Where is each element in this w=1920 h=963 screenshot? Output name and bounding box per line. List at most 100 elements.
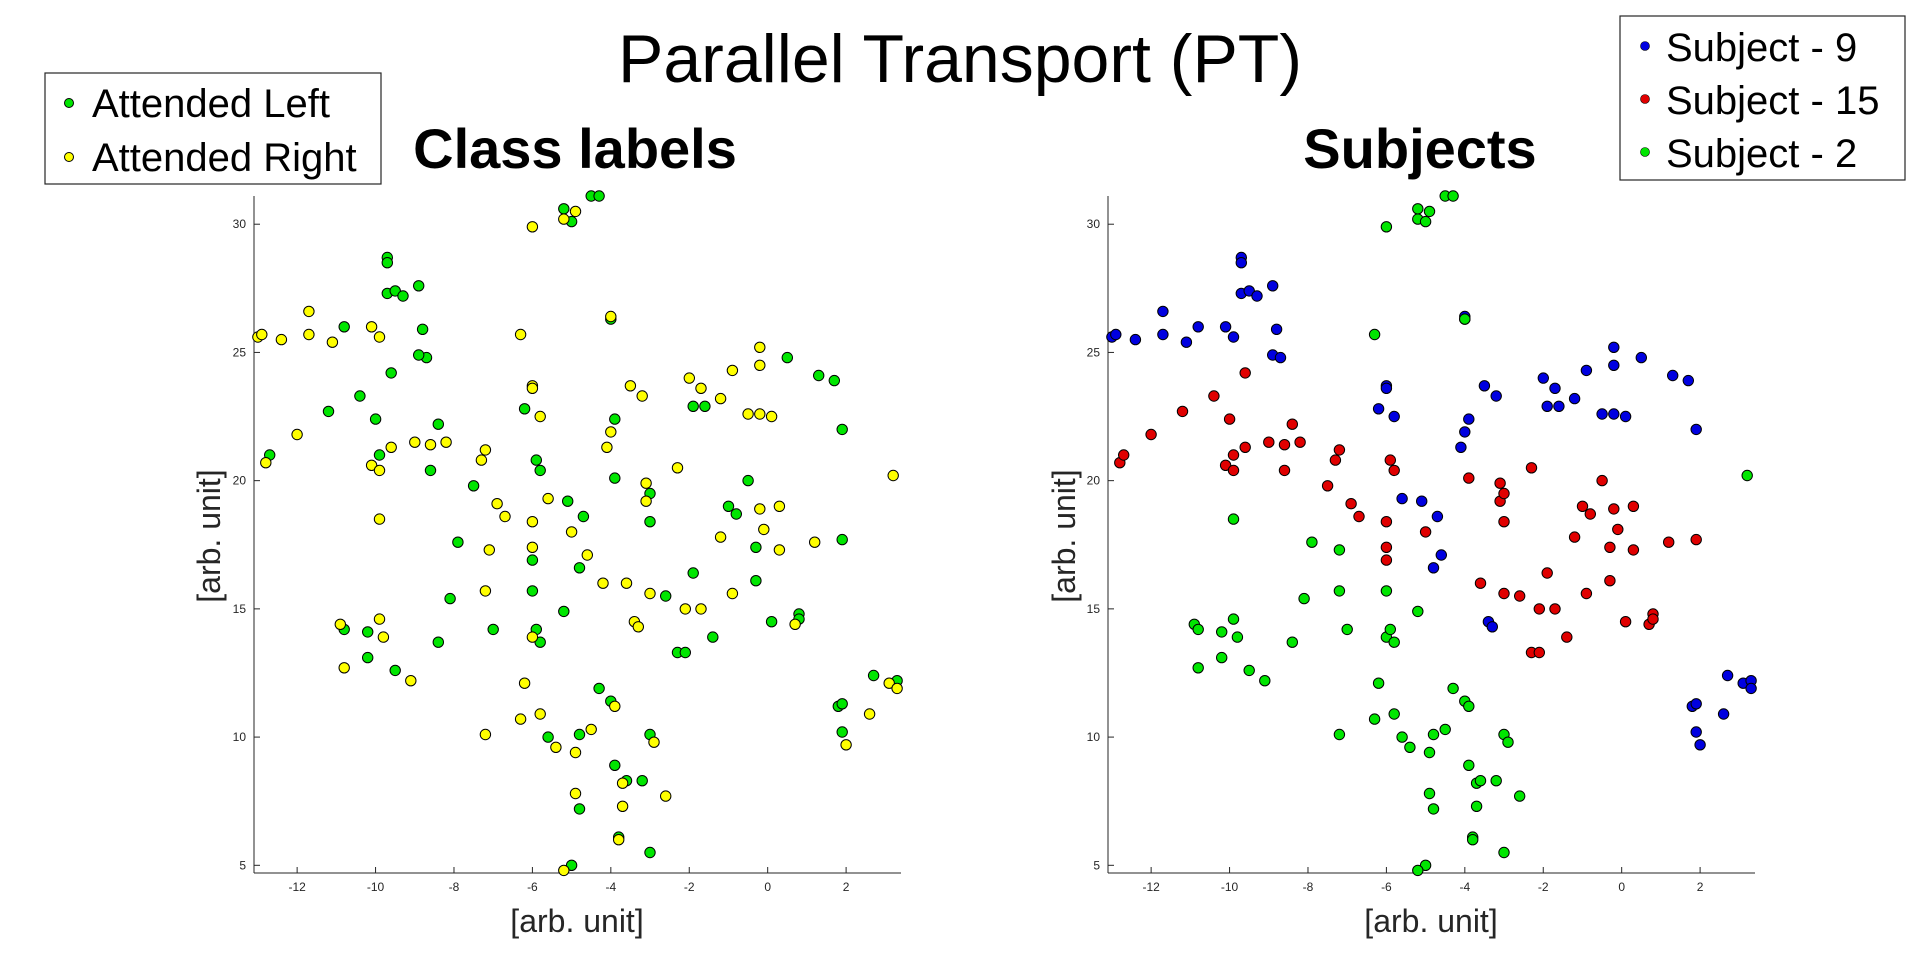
subjects-ytick-label: 30	[1087, 217, 1101, 231]
class-labels-point-attended-left	[338, 321, 350, 333]
subjects-point-subject-9	[1459, 426, 1471, 438]
class-labels-point-attended-right	[754, 359, 766, 371]
subjects-point-subject-9	[1243, 285, 1255, 297]
class-labels-point-attended-right	[883, 677, 895, 689]
subjects-xtick-label: 2	[1697, 880, 1704, 894]
subjects-point-subject-9	[1427, 562, 1440, 574]
subjects-plot-area	[1108, 196, 1755, 873]
class-labels-point-attended-left	[836, 533, 848, 546]
subjects-point-subject-15	[1278, 464, 1291, 477]
subjects-point-subject-2	[1419, 859, 1432, 871]
subjects-point-subject-9	[1157, 305, 1169, 318]
class-labels-point-attended-right	[291, 428, 303, 441]
subjects-point-subject-2	[1286, 636, 1299, 648]
class-labels-point-attended-right	[616, 800, 629, 812]
legend-item-attended-right: Attended Right	[64, 136, 357, 180]
subjects-point-subject-9	[1619, 410, 1632, 423]
class-labels-ylabel: [arb. unit]	[191, 469, 227, 602]
class-labels-point-attended-right	[483, 544, 495, 556]
subjects-xtick-label: -8	[1303, 880, 1314, 894]
class-labels-point-attended-right	[891, 682, 903, 695]
class-labels-point-attended-left	[781, 351, 793, 364]
class-labels-point-attended-right	[526, 221, 539, 233]
class-labels-xtick-label: -4	[605, 880, 616, 894]
class-labels-plot-area	[254, 196, 901, 873]
class-labels-point-attended-right	[758, 523, 770, 536]
class-labels-point-attended-right	[601, 441, 613, 453]
subjects-xtick-label: -4	[1459, 880, 1470, 894]
subjects-point-subject-2	[1463, 759, 1475, 771]
subjects-title: Subjects	[1303, 117, 1536, 180]
subjects-point-subject-2	[1333, 728, 1346, 741]
class-labels-point-attended-left	[730, 508, 742, 520]
class-labels-point-attended-left	[609, 413, 621, 425]
subjects-point-subject-15	[1380, 541, 1393, 553]
class-labels-point-attended-left	[679, 646, 691, 659]
class-labels-point-attended-right	[644, 587, 656, 600]
class-labels-point-attended-left	[836, 423, 848, 436]
class-labels-point-attended-left	[573, 728, 586, 741]
subjects-point-subject-9	[1157, 328, 1169, 341]
subjects-point-subject-2	[1192, 623, 1204, 636]
subjects-point-subject-15	[1619, 616, 1632, 628]
subjects-point-subject-15	[1384, 454, 1397, 466]
subjects-points	[1106, 190, 1757, 877]
class-labels-point-attended-right	[526, 631, 539, 643]
subjects-point-subject-15	[1278, 439, 1291, 451]
subjects-point-subject-2	[1502, 736, 1514, 748]
legend-marker-attended-right	[64, 152, 74, 162]
class-labels-point-attended-left	[742, 474, 754, 487]
subjects-point-subject-15	[1525, 462, 1538, 474]
class-labels-point-attended-right	[405, 675, 417, 687]
subjects-point-subject-2	[1423, 787, 1436, 800]
subjects-point-subject-15	[1145, 428, 1157, 441]
subjects-point-subject-2	[1741, 469, 1753, 482]
class-labels-point-attended-right	[479, 728, 492, 741]
class-labels-point-attended-left	[362, 626, 374, 638]
class-labels-point-attended-left	[526, 554, 539, 566]
class-labels-point-attended-left	[562, 495, 574, 507]
class-labels-point-attended-right	[475, 454, 488, 466]
legend-class-labels-box	[44, 72, 382, 185]
class-labels-point-attended-right	[569, 787, 582, 800]
class-labels-point-attended-left	[687, 400, 699, 412]
class-labels-ytick-label: 5	[239, 858, 246, 872]
class-labels-point-attended-right	[863, 708, 876, 720]
subjects-point-subject-2	[1467, 834, 1479, 846]
class-labels-point-attended-left	[362, 651, 374, 664]
subjects-point-subject-15	[1627, 500, 1640, 512]
subjects-point-subject-9	[1635, 351, 1648, 364]
subjects-point-subject-9	[1235, 257, 1248, 269]
subjects-point-subject-9	[1608, 359, 1620, 371]
class-labels-point-attended-right	[373, 464, 386, 477]
subjects-point-subject-9	[1274, 351, 1287, 364]
subjects-point-subject-15	[1561, 631, 1573, 643]
class-labels-point-attended-left	[687, 567, 699, 579]
subjects-point-subject-9	[1455, 441, 1467, 453]
subjects-point-subject-9	[1219, 321, 1232, 333]
subjects-point-subject-9	[1192, 321, 1204, 333]
class-labels-point-attended-left	[413, 280, 425, 292]
subjects-xtick-label: 0	[1618, 880, 1625, 894]
class-labels-point-attended-left	[354, 390, 366, 402]
subjects-point-subject-9	[1463, 413, 1475, 425]
subjects-point-subject-9	[1380, 382, 1393, 394]
subjects-point-subject-9	[1717, 708, 1730, 720]
class-labels-xtick-label: -6	[527, 880, 538, 894]
subjects-point-subject-9	[1478, 380, 1491, 392]
subjects-point-subject-15	[1353, 510, 1365, 523]
class-labels-point-attended-right	[479, 585, 492, 597]
subjects-point-subject-15	[1514, 590, 1526, 602]
class-labels-point-attended-right	[303, 328, 315, 341]
subjects-point-subject-2	[1333, 544, 1346, 556]
class-labels-point-attended-right	[409, 436, 421, 448]
class-labels-point-attended-left	[707, 631, 719, 643]
subjects-point-subject-9	[1721, 669, 1734, 682]
class-labels-point-attended-left	[828, 374, 840, 387]
subjects-point-subject-9	[1745, 682, 1757, 695]
subjects-point-subject-9	[1180, 336, 1193, 348]
subjects-point-subject-2	[1380, 221, 1393, 233]
subjects-point-subject-15	[1223, 413, 1236, 425]
